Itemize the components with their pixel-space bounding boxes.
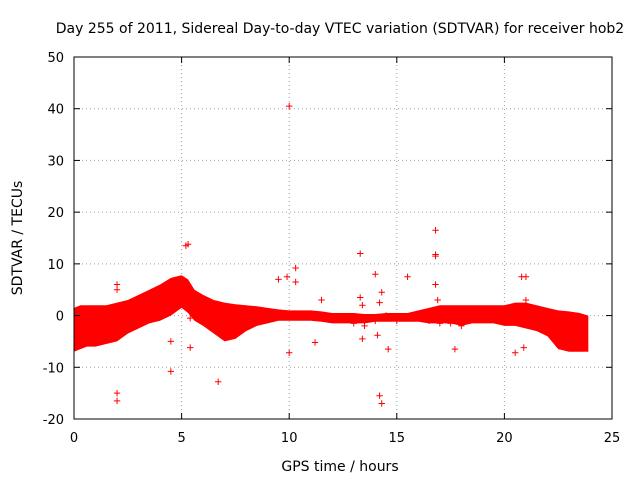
data-point-outliers xyxy=(372,271,379,278)
data-point-spike-tracks xyxy=(432,281,439,288)
data-point-trail-track-12-18-h xyxy=(372,317,379,324)
x-tick-label: 5 xyxy=(177,431,185,446)
y-tick-label: 20 xyxy=(47,206,64,221)
y-tick-label: 50 xyxy=(47,51,64,66)
data-point-outliers xyxy=(187,314,194,322)
data-point-outliers xyxy=(384,345,392,353)
data-point-trail-track-12-18-h xyxy=(447,320,454,327)
data-point-outliers xyxy=(187,344,194,351)
data-point-spike-tracks xyxy=(432,252,439,260)
data-point-trail-track-12-18-h xyxy=(415,314,422,322)
data-point-outliers xyxy=(432,227,439,234)
data-point-outliers xyxy=(167,338,175,345)
data-point-outliers xyxy=(511,349,519,357)
y-tick-label: -20 xyxy=(43,413,64,428)
data-point-outliers xyxy=(286,102,293,110)
data-point-outliers xyxy=(520,344,527,351)
x-tick-label: 25 xyxy=(604,431,621,446)
data-point-outliers xyxy=(283,273,291,280)
data-points-layer xyxy=(113,102,530,407)
data-point-trail-track-12-18-h xyxy=(393,317,400,324)
y-axis-label: SDTVAR / TECUs xyxy=(10,181,26,296)
data-point-outliers xyxy=(374,332,381,339)
tick-labels: 0 5 10 15 20 25 -20 -10 0 10 20 30 40 50 xyxy=(43,51,621,446)
data-point-outliers xyxy=(113,286,121,293)
data-point-outliers xyxy=(318,296,325,304)
data-point-spike-tracks xyxy=(436,307,444,314)
data-point-spike-tracks xyxy=(376,299,383,306)
data-point-trail-track-12-18-h xyxy=(458,322,465,330)
dense-data-band xyxy=(74,275,589,352)
axis-ticks xyxy=(73,56,613,420)
data-point-outliers xyxy=(404,273,411,280)
data-point-outliers xyxy=(184,241,192,248)
data-point-outliers xyxy=(292,278,299,286)
data-point-trail-track-12-18-h xyxy=(382,312,390,319)
data-point-trail-track-12-18-h xyxy=(339,314,347,322)
data-point-spike-tracks xyxy=(378,289,385,296)
data-point-trail-track-12-18-h xyxy=(425,317,433,324)
data-point-outliers xyxy=(286,349,293,357)
grid-lines xyxy=(74,57,612,419)
data-point-trail-track-12-18-h xyxy=(436,320,444,327)
y-tick-label: 0 xyxy=(56,310,64,325)
data-point-outliers xyxy=(113,397,121,405)
data-point-spike-tracks xyxy=(357,294,364,301)
x-tick-label: 15 xyxy=(389,431,406,446)
data-point-outliers xyxy=(113,389,121,397)
data-point-outliers xyxy=(359,335,366,343)
x-tick-label: 0 xyxy=(70,431,78,446)
data-point-outliers xyxy=(378,400,385,407)
y-tick-label: -10 xyxy=(43,361,64,376)
data-point-spike-tracks xyxy=(359,302,366,309)
data-point-outliers xyxy=(167,368,175,375)
data-point-outliers xyxy=(311,339,319,346)
x-tick-label: 20 xyxy=(496,431,513,446)
y-tick-label: 30 xyxy=(47,154,64,169)
data-point-trail-track-12-18-h xyxy=(350,320,357,327)
data-point-trail-track-12-18-h xyxy=(404,314,411,322)
data-point-spike-tracks xyxy=(434,296,441,304)
data-point-outliers xyxy=(214,378,222,385)
plot-frame xyxy=(73,56,613,420)
y-tick-label: 10 xyxy=(47,258,64,273)
data-point-outliers xyxy=(451,345,459,353)
data-point-trail-track-12-18-h xyxy=(361,322,368,330)
x-tick-label: 10 xyxy=(281,431,298,446)
y-tick-label: 40 xyxy=(47,103,64,118)
data-point-spike-tracks xyxy=(522,273,530,280)
data-point-outliers xyxy=(376,392,383,399)
chart-title: Day 255 of 2011, Sidereal Day-to-day VTE… xyxy=(56,21,624,37)
data-point-spike-tracks xyxy=(522,296,530,304)
data-point-outliers xyxy=(275,276,282,283)
data-point-outliers xyxy=(357,250,364,257)
x-axis-label: GPS time / hours xyxy=(281,459,398,475)
data-point-outliers xyxy=(292,264,299,272)
dense-band-layer xyxy=(74,275,589,352)
